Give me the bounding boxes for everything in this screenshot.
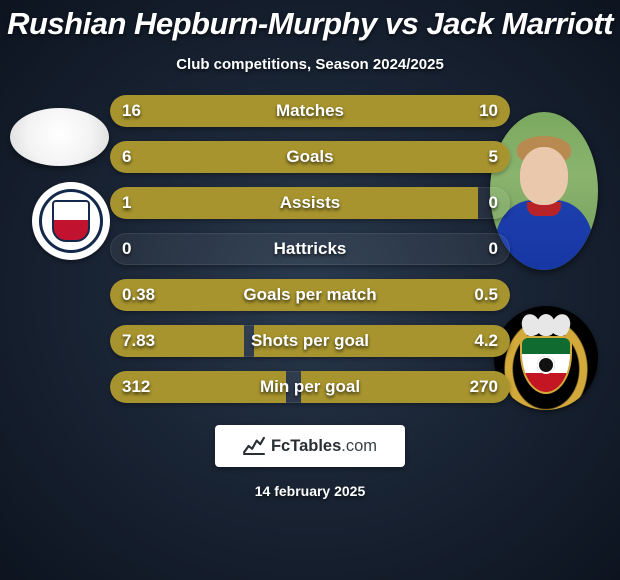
subtitle: Club competitions, Season 2024/2025 — [0, 56, 620, 73]
stat-label: Shots per goal — [110, 325, 510, 357]
footer-date: 14 february 2025 — [0, 483, 620, 499]
stat-row: 7.834.2Shots per goal — [110, 325, 510, 357]
footer-site-name: FcTables.com — [271, 437, 377, 456]
fctables-logo-icon — [243, 437, 265, 455]
stat-row: 1610Matches — [110, 95, 510, 127]
stat-row: 00Hattricks — [110, 233, 510, 265]
stat-label: Hattricks — [110, 233, 510, 265]
stat-label: Assists — [110, 187, 510, 219]
stat-row: 65Goals — [110, 141, 510, 173]
stat-label: Goals per match — [110, 279, 510, 311]
stats-container: 1610Matches 65Goals 10Assists 00Hattricks 0.… — [110, 95, 510, 403]
stat-row: 10Assists — [110, 187, 510, 219]
footer-badge[interactable]: FcTables.com — [215, 425, 405, 467]
stat-label: Min per goal — [110, 371, 510, 403]
page-title: Rushian Hepburn-Murphy vs Jack Marriott — [0, 6, 620, 42]
stat-label: Goals — [110, 141, 510, 173]
stat-label: Matches — [110, 95, 510, 127]
title-player1: Rushian Hepburn-Murphy — [7, 6, 377, 41]
stat-row: 312270Min per goal — [110, 371, 510, 403]
content: Rushian Hepburn-Murphy vs Jack Marriott … — [0, 0, 620, 499]
stat-row: 0.380.5Goals per match — [110, 279, 510, 311]
title-player2: Jack Marriott — [426, 6, 612, 41]
title-vs: vs — [385, 6, 418, 41]
